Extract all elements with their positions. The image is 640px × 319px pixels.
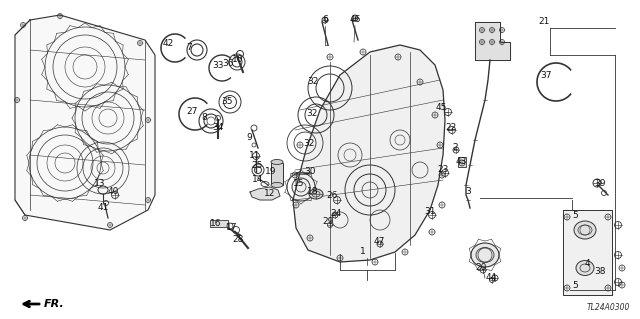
Text: 33: 33 [212, 61, 224, 70]
Text: 30: 30 [304, 167, 316, 175]
Text: 3: 3 [465, 188, 471, 197]
Text: 11: 11 [249, 151, 260, 160]
Text: 17: 17 [227, 224, 237, 233]
Text: FR.: FR. [44, 299, 65, 309]
Text: 28: 28 [232, 234, 244, 243]
Text: 22: 22 [445, 122, 456, 131]
Polygon shape [15, 15, 155, 230]
Text: 37: 37 [540, 70, 552, 79]
Text: 46: 46 [349, 16, 361, 25]
Text: 24: 24 [330, 209, 342, 218]
Ellipse shape [271, 182, 283, 188]
Text: 38: 38 [595, 266, 605, 276]
Polygon shape [475, 22, 510, 60]
Text: 31: 31 [424, 207, 436, 217]
Ellipse shape [271, 160, 283, 165]
Text: 35: 35 [221, 97, 233, 106]
Text: 4: 4 [584, 258, 590, 268]
Text: 7: 7 [186, 42, 192, 51]
Text: 18: 18 [307, 188, 319, 197]
Text: 32: 32 [307, 108, 317, 117]
Text: 41: 41 [97, 204, 109, 212]
Ellipse shape [574, 221, 596, 239]
Text: 5: 5 [572, 211, 578, 219]
Text: 29: 29 [323, 218, 333, 226]
Ellipse shape [471, 243, 499, 267]
Text: 19: 19 [265, 167, 276, 175]
Text: 10: 10 [232, 55, 244, 63]
Text: 8: 8 [201, 114, 207, 122]
Text: 27: 27 [186, 107, 198, 115]
Text: 21: 21 [538, 17, 550, 26]
Polygon shape [250, 187, 280, 200]
Text: 45: 45 [435, 103, 447, 113]
Text: 20: 20 [476, 263, 486, 271]
Text: 26: 26 [326, 191, 338, 201]
Bar [271, 163, 283, 185]
Text: 32: 32 [303, 138, 315, 147]
Text: 12: 12 [264, 189, 276, 198]
Text: 16: 16 [211, 219, 221, 228]
Ellipse shape [576, 261, 594, 276]
Text: 25: 25 [252, 161, 262, 170]
Bar [210, 220, 228, 227]
Text: 44: 44 [485, 272, 497, 281]
Text: TL24A0300: TL24A0300 [587, 303, 630, 312]
Text: 9: 9 [246, 133, 252, 143]
Text: 34: 34 [212, 122, 224, 131]
Text: 2: 2 [452, 144, 458, 152]
Text: 5: 5 [572, 280, 578, 290]
Polygon shape [293, 45, 445, 262]
Polygon shape [563, 210, 612, 295]
Text: 1: 1 [360, 248, 366, 256]
Bar [458, 157, 466, 167]
Text: 43: 43 [455, 157, 467, 166]
Text: 14: 14 [252, 174, 264, 183]
Text: 47: 47 [373, 236, 385, 246]
Text: 13: 13 [94, 179, 106, 188]
Text: 32: 32 [307, 78, 319, 86]
Text: 39: 39 [595, 179, 605, 188]
Text: 42: 42 [163, 39, 173, 48]
Text: 40: 40 [108, 187, 118, 196]
Text: 15: 15 [293, 179, 305, 188]
Text: 36: 36 [222, 58, 234, 68]
Ellipse shape [309, 189, 323, 199]
Text: 6: 6 [322, 16, 328, 25]
Text: 23: 23 [437, 166, 449, 174]
